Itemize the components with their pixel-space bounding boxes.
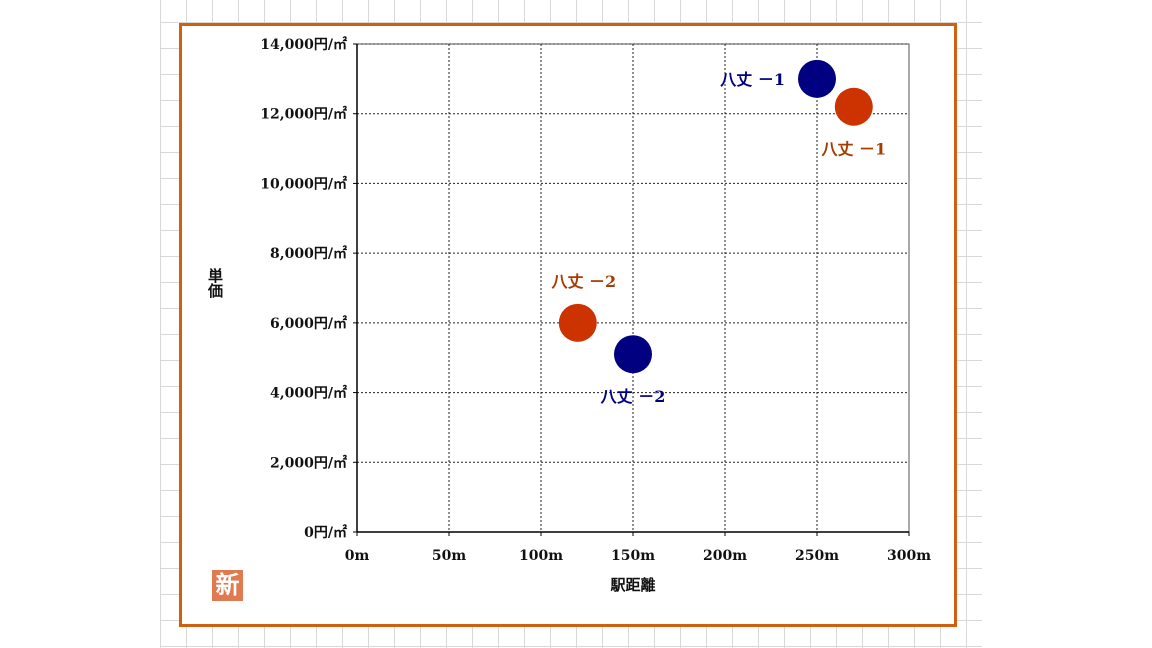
data-point bbox=[614, 335, 652, 374]
data-label: 八丈 －1 bbox=[719, 70, 785, 89]
x-tick-label: 200m bbox=[703, 548, 747, 564]
x-tick-label: 100m bbox=[519, 548, 563, 564]
x-axis-label: 駅距離 bbox=[609, 576, 655, 594]
x-tick-label: 300m bbox=[887, 548, 931, 564]
y-tick-label: 12,000円/㎡ bbox=[260, 106, 347, 123]
data-point bbox=[798, 59, 836, 98]
data-label: 八丈 －2 bbox=[550, 272, 616, 291]
y-tick-label: 0円/㎡ bbox=[304, 524, 347, 541]
data-point bbox=[558, 303, 597, 342]
new-badge-icon: 新 bbox=[212, 570, 243, 601]
y-tick-label: 14,000円/㎡ bbox=[260, 36, 347, 53]
data-label: 八丈 －2 bbox=[600, 387, 666, 406]
x-tick-label: 0m bbox=[345, 548, 370, 564]
x-tick-label: 50m bbox=[432, 548, 466, 564]
y-tick-label: 4,000円/㎡ bbox=[270, 385, 347, 402]
y-tick-label: 8,000円/㎡ bbox=[270, 245, 347, 262]
y-axis-label: 単価 bbox=[206, 267, 224, 299]
y-tick-label: 2,000円/㎡ bbox=[270, 454, 347, 471]
x-tick-label: 250m bbox=[795, 548, 839, 564]
y-tick-label: 6,000円/㎡ bbox=[270, 315, 347, 332]
x-tick-label: 150m bbox=[611, 548, 655, 564]
y-tick-label: 10,000円/㎡ bbox=[260, 175, 347, 192]
data-point bbox=[834, 87, 873, 126]
data-label: 八丈 －1 bbox=[820, 140, 886, 159]
